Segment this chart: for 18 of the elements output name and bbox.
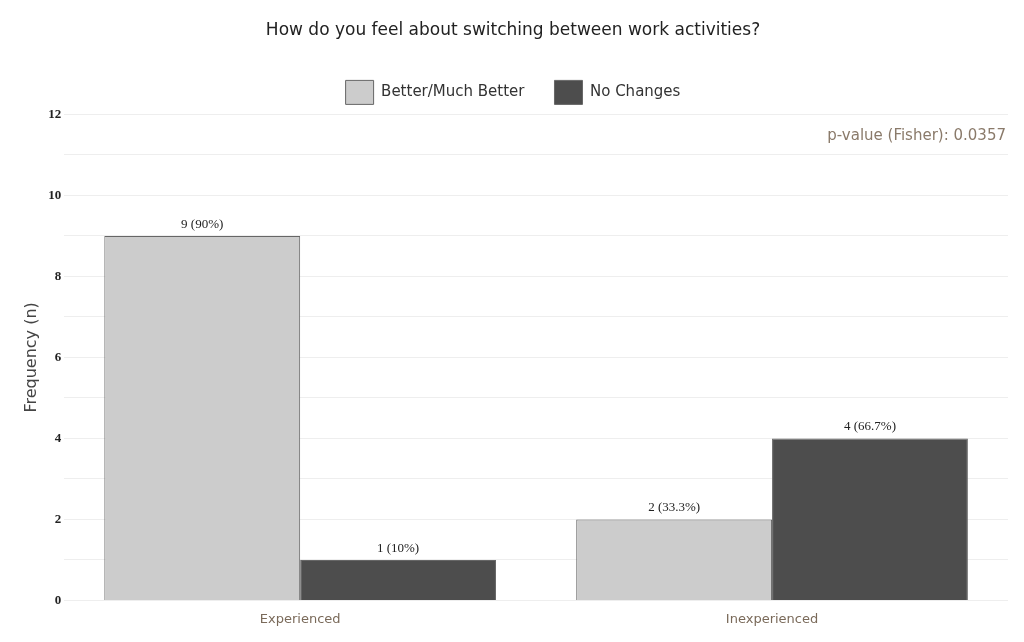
data-label: 1 (10%) (376, 539, 420, 555)
data-label: 9 (90%) (181, 215, 224, 231)
y-tick-label: 4 (54, 429, 62, 445)
y-axis-title: Frequency (n) (20, 302, 40, 413)
y-tick-label: 12 (48, 105, 62, 121)
y-tick-label: 2 (54, 510, 62, 526)
x-tick-label: Experienced (259, 610, 341, 626)
chart-title: How do you feel about switching between work activities? (265, 18, 761, 39)
legend-label: Better/Much Better (381, 82, 526, 101)
y-tick-label: 10 (48, 186, 62, 202)
y-tick-label: 8 (54, 267, 62, 283)
y-tick-label: 0 (54, 591, 62, 607)
data-label: 2 (33.3%) (648, 499, 701, 515)
annotation: p-value (Fisher): 0.0357 (827, 126, 1006, 145)
x-tick-label: Inexperienced (725, 610, 819, 626)
legend-label: No Changes (589, 82, 681, 101)
y-tick-label: 6 (54, 348, 62, 364)
data-label: 4 (66.7%) (843, 418, 896, 434)
